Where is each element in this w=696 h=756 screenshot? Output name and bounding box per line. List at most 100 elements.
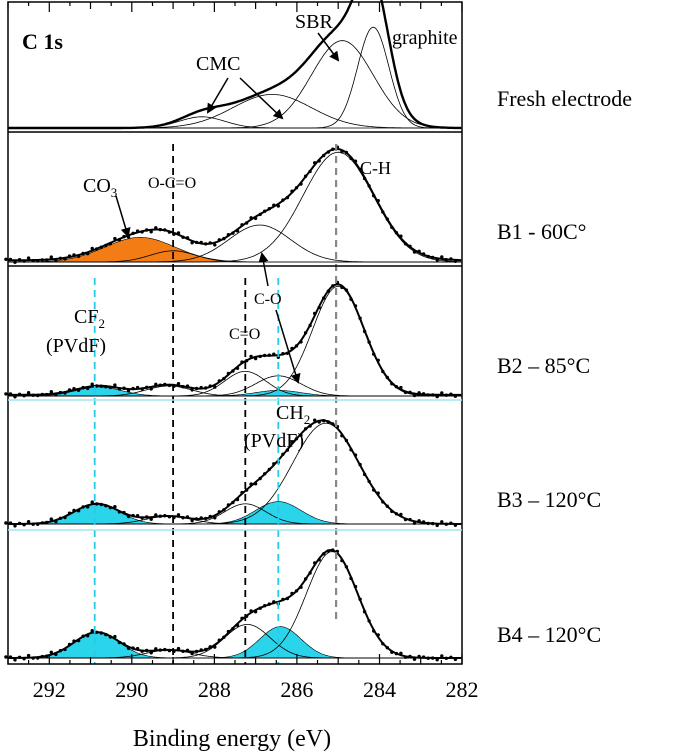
data-point	[76, 638, 81, 643]
data-point	[326, 420, 330, 424]
data-point	[403, 655, 408, 659]
label-co3: CO3	[83, 175, 117, 200]
data-point	[231, 231, 235, 235]
data-point	[358, 316, 362, 320]
data-point	[176, 646, 181, 651]
data-point	[86, 634, 90, 638]
data-point	[417, 654, 421, 659]
data-point	[131, 646, 135, 650]
data-point	[313, 418, 317, 422]
data-point	[426, 393, 430, 397]
data-point	[54, 519, 58, 524]
data-point	[353, 584, 358, 589]
data-point	[140, 387, 144, 391]
data-point	[385, 646, 389, 650]
data-point	[104, 504, 108, 508]
data-point	[417, 249, 421, 253]
data-point	[8, 655, 13, 659]
data-point	[31, 522, 35, 526]
data-point	[331, 422, 335, 426]
label-ch: C-H	[360, 158, 391, 178]
data-point	[385, 217, 389, 221]
data-point	[17, 521, 22, 526]
data-point	[313, 311, 317, 316]
data-point	[36, 393, 40, 398]
data-point	[244, 221, 249, 225]
data-point	[263, 604, 267, 608]
data-point	[403, 517, 408, 522]
data-point	[185, 236, 190, 240]
data-point	[108, 242, 113, 246]
data-point	[417, 391, 421, 395]
data-point	[444, 656, 448, 660]
data-point	[226, 233, 231, 237]
data-point	[31, 259, 35, 263]
data-point	[226, 629, 231, 634]
data-point	[399, 651, 403, 655]
data-point	[76, 509, 81, 513]
axes-frame: 292 290 288 286 284 282	[7, 1, 479, 702]
data-point	[263, 209, 267, 213]
data-point	[281, 597, 285, 602]
x-tick-label: 286	[280, 677, 313, 702]
data-point	[362, 329, 367, 334]
envelope-fit	[8, 549, 462, 659]
data-point	[317, 558, 321, 562]
data-point	[231, 626, 235, 631]
data-point	[49, 255, 53, 259]
data-point	[181, 385, 185, 389]
data-point	[135, 646, 140, 651]
data-point	[240, 616, 244, 620]
data-point	[399, 385, 403, 390]
data-point	[54, 393, 58, 397]
data-point	[113, 236, 117, 241]
data-point	[49, 650, 53, 654]
data-point	[285, 596, 290, 601]
annotations: C 1s SBR graphite CMC CO3 O-C=O C-H C-O …	[22, 11, 458, 452]
data-point	[54, 652, 58, 657]
data-point	[390, 225, 394, 229]
data-point	[231, 369, 235, 373]
data-point	[294, 186, 299, 190]
data-point	[408, 390, 412, 394]
data-point	[412, 393, 417, 398]
data-point	[331, 147, 335, 151]
data-point	[8, 392, 13, 396]
data-point	[258, 212, 262, 217]
data-point	[149, 651, 153, 655]
data-point	[285, 448, 290, 452]
data-point	[394, 651, 399, 656]
data-point	[222, 236, 226, 241]
data-point	[40, 258, 44, 262]
data-point	[190, 388, 194, 392]
data-point	[113, 505, 117, 509]
data-point	[362, 176, 367, 181]
data-point	[40, 654, 44, 659]
data-point	[135, 385, 140, 390]
data-point	[158, 227, 162, 232]
data-point	[372, 352, 376, 356]
arrow-cmc-left	[206, 77, 229, 114]
component-c-h	[8, 151, 462, 263]
data-point	[17, 655, 22, 659]
data-point	[408, 244, 412, 248]
data-point	[158, 514, 162, 518]
data-point	[181, 649, 185, 653]
data-point	[22, 259, 26, 263]
data-point	[204, 516, 208, 521]
data-point	[431, 255, 435, 260]
data-point	[435, 394, 439, 399]
data-point	[99, 631, 104, 635]
data-point	[217, 379, 221, 383]
data-point	[362, 472, 367, 477]
data-point	[131, 513, 135, 518]
data-point	[204, 242, 208, 246]
data-point	[4, 521, 8, 525]
data-point	[281, 452, 285, 456]
x-tick-label: 292	[33, 677, 66, 702]
data-point	[444, 522, 448, 526]
data-point	[313, 561, 317, 565]
data-point	[122, 510, 126, 515]
data-point	[154, 382, 158, 386]
